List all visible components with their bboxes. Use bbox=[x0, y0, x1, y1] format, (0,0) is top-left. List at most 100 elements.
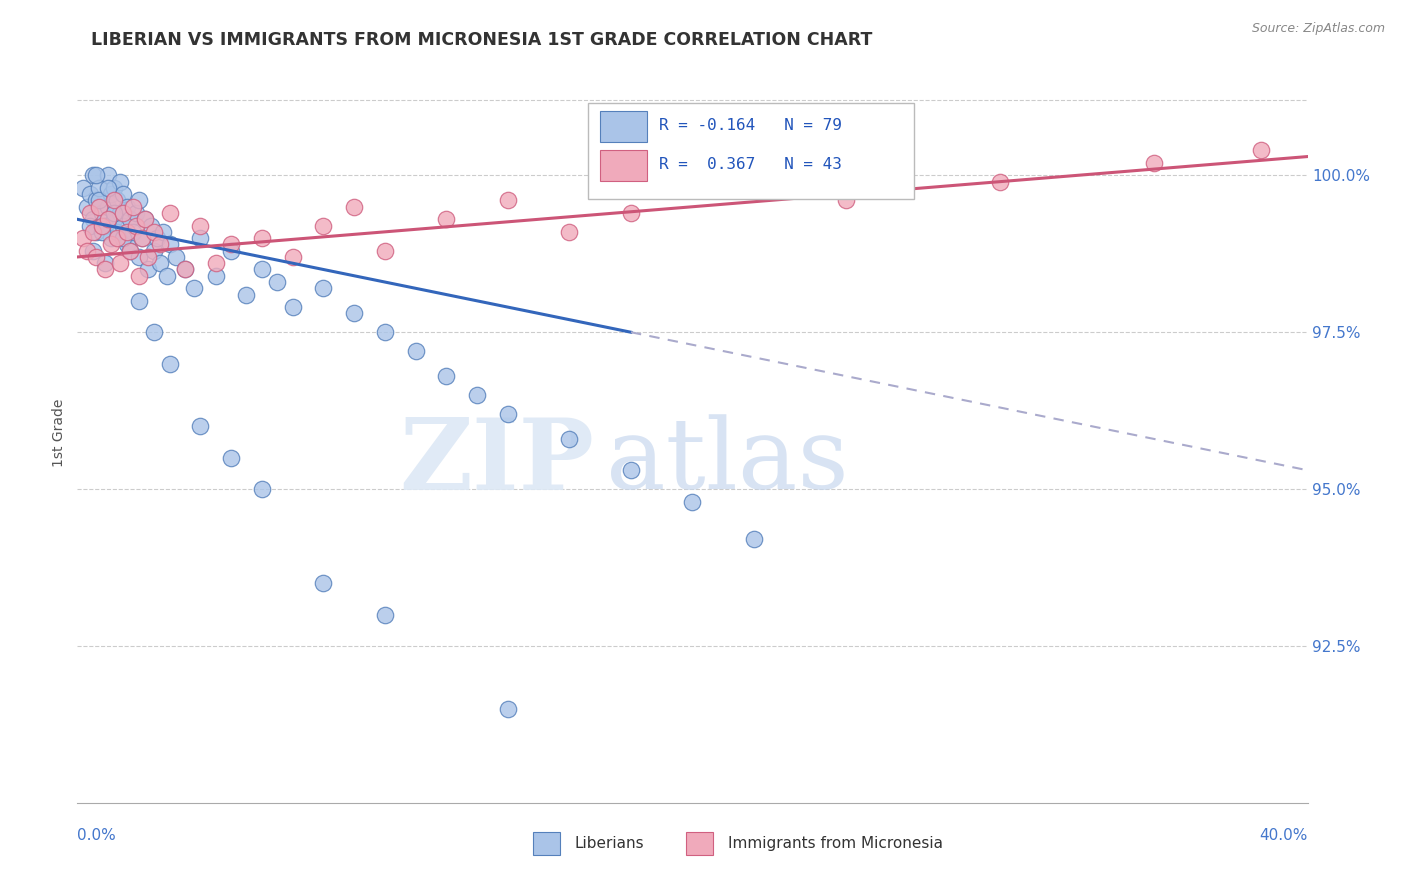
Point bbox=[183, 281, 205, 295]
Point bbox=[159, 357, 181, 371]
Point bbox=[115, 225, 138, 239]
Point bbox=[219, 237, 242, 252]
Point bbox=[436, 212, 458, 227]
Point bbox=[94, 219, 117, 233]
Point bbox=[165, 250, 187, 264]
Point bbox=[90, 219, 114, 233]
Point bbox=[100, 231, 122, 245]
Point bbox=[343, 306, 366, 320]
Point bbox=[112, 231, 135, 245]
Point bbox=[84, 250, 107, 264]
Point bbox=[143, 244, 166, 258]
Point bbox=[131, 231, 153, 245]
Point bbox=[436, 369, 458, 384]
Point bbox=[204, 268, 226, 283]
Point bbox=[281, 250, 304, 264]
FancyBboxPatch shape bbox=[533, 832, 560, 855]
Point bbox=[620, 463, 643, 477]
Point bbox=[97, 169, 120, 183]
Point bbox=[152, 225, 174, 239]
Text: atlas: atlas bbox=[606, 415, 849, 510]
Point bbox=[558, 225, 581, 239]
FancyBboxPatch shape bbox=[588, 103, 914, 200]
Point bbox=[174, 262, 197, 277]
Point bbox=[188, 219, 212, 233]
Point bbox=[82, 212, 104, 227]
Point bbox=[1143, 156, 1166, 170]
Point bbox=[174, 262, 197, 277]
Point bbox=[620, 206, 643, 220]
Point bbox=[250, 482, 273, 496]
Point bbox=[100, 237, 122, 252]
Point bbox=[682, 181, 704, 195]
Point bbox=[97, 212, 120, 227]
FancyBboxPatch shape bbox=[600, 111, 647, 142]
Point bbox=[118, 212, 141, 227]
Text: 0.0%: 0.0% bbox=[77, 828, 117, 843]
Point bbox=[115, 237, 138, 252]
Point bbox=[155, 268, 177, 283]
Point bbox=[90, 225, 114, 239]
Point bbox=[121, 200, 143, 214]
Point bbox=[103, 212, 125, 227]
Point bbox=[558, 432, 581, 446]
Point bbox=[281, 300, 304, 314]
Point bbox=[79, 187, 101, 202]
Point bbox=[312, 281, 335, 295]
Point bbox=[496, 194, 519, 208]
Point bbox=[149, 256, 172, 270]
Point bbox=[84, 225, 107, 239]
Point bbox=[110, 206, 132, 220]
Point bbox=[128, 268, 150, 283]
Point bbox=[82, 169, 104, 183]
Point bbox=[128, 293, 150, 308]
Point bbox=[105, 225, 128, 239]
Point bbox=[374, 325, 396, 339]
Point bbox=[136, 262, 159, 277]
Point bbox=[374, 607, 396, 622]
Point bbox=[112, 206, 135, 220]
Point bbox=[110, 256, 132, 270]
Point bbox=[100, 187, 122, 202]
Point bbox=[97, 200, 120, 214]
Point bbox=[465, 388, 488, 402]
Text: Source: ZipAtlas.com: Source: ZipAtlas.com bbox=[1251, 22, 1385, 36]
Point bbox=[103, 206, 125, 220]
Point bbox=[105, 231, 128, 245]
Point bbox=[235, 287, 257, 301]
Point bbox=[105, 194, 128, 208]
Point bbox=[188, 419, 212, 434]
Point bbox=[742, 533, 765, 547]
Text: 40.0%: 40.0% bbox=[1260, 828, 1308, 843]
FancyBboxPatch shape bbox=[686, 832, 713, 855]
Point bbox=[128, 194, 150, 208]
Point bbox=[125, 206, 148, 220]
Point bbox=[87, 181, 110, 195]
Point bbox=[87, 200, 110, 214]
Point bbox=[115, 200, 138, 214]
Point bbox=[835, 194, 858, 208]
Y-axis label: 1st Grade: 1st Grade bbox=[52, 399, 66, 467]
Point bbox=[103, 194, 125, 208]
Point bbox=[219, 244, 242, 258]
Point bbox=[110, 175, 132, 189]
Point bbox=[343, 200, 366, 214]
Point bbox=[125, 219, 148, 233]
Point bbox=[84, 169, 107, 183]
Text: R =  0.367   N = 43: R = 0.367 N = 43 bbox=[659, 157, 842, 172]
Point bbox=[94, 256, 117, 270]
Point bbox=[149, 237, 172, 252]
Point bbox=[188, 231, 212, 245]
Point bbox=[405, 344, 427, 359]
Point bbox=[112, 187, 135, 202]
Point bbox=[496, 407, 519, 421]
Point bbox=[84, 194, 107, 208]
Point bbox=[121, 225, 143, 239]
Text: R = -0.164   N = 79: R = -0.164 N = 79 bbox=[659, 118, 842, 133]
Point bbox=[159, 237, 181, 252]
Point bbox=[1250, 143, 1272, 157]
Point bbox=[131, 231, 153, 245]
Point bbox=[134, 212, 156, 227]
Point bbox=[159, 206, 181, 220]
Point bbox=[682, 494, 704, 508]
